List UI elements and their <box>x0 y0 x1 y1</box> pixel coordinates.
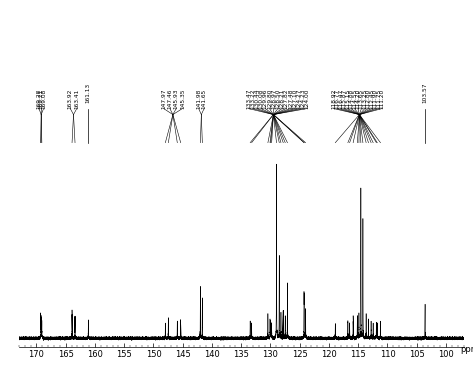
Text: 169.28: 169.28 <box>36 88 42 108</box>
Text: 128.97: 128.97 <box>271 88 276 108</box>
Text: 161.13: 161.13 <box>86 82 91 103</box>
Text: 127.10: 127.10 <box>292 88 297 108</box>
Text: 118.92: 118.92 <box>331 88 336 108</box>
Text: 114.55: 114.55 <box>352 88 357 108</box>
Text: ppm: ppm <box>461 345 473 354</box>
Text: 145.35: 145.35 <box>180 88 185 108</box>
Text: 147.97: 147.97 <box>161 88 166 108</box>
Text: 124.23: 124.23 <box>301 88 306 108</box>
Text: 113.25: 113.25 <box>362 88 368 108</box>
Text: 116.47: 116.47 <box>338 88 343 108</box>
Text: 129.80: 129.80 <box>267 88 272 108</box>
Text: 145.93: 145.93 <box>174 88 179 108</box>
Text: 163.41: 163.41 <box>74 88 79 108</box>
Text: 169.08: 169.08 <box>41 88 46 108</box>
Text: 114.88: 114.88 <box>349 88 353 108</box>
Text: 116.77: 116.77 <box>334 88 340 108</box>
Text: 111.90: 111.90 <box>373 88 378 108</box>
Text: 130.08: 130.08 <box>259 88 263 108</box>
Text: 124.00: 124.00 <box>305 88 310 108</box>
Text: 113.65: 113.65 <box>359 88 364 108</box>
Text: 128.21: 128.21 <box>280 88 285 108</box>
Text: 103.57: 103.57 <box>422 82 428 103</box>
Text: 127.82: 127.82 <box>284 88 289 108</box>
Text: 115.87: 115.87 <box>342 88 347 108</box>
Text: 124.27: 124.27 <box>297 88 301 108</box>
Text: 129.96: 129.96 <box>263 88 268 108</box>
Text: 141.65: 141.65 <box>201 88 207 108</box>
Text: 141.98: 141.98 <box>196 88 201 108</box>
Text: 128.50: 128.50 <box>275 88 280 108</box>
Text: 169.21: 169.21 <box>39 88 44 108</box>
Text: 111.75: 111.75 <box>376 88 381 108</box>
Text: 112.80: 112.80 <box>366 88 371 108</box>
Text: 133.47: 133.47 <box>246 88 251 108</box>
Text: 127.48: 127.48 <box>288 88 293 108</box>
Text: 130.44: 130.44 <box>254 88 259 108</box>
Text: 147.46: 147.46 <box>167 88 172 108</box>
Text: 115.15: 115.15 <box>345 88 350 108</box>
Text: 163.92: 163.92 <box>68 88 73 108</box>
Text: 112.45: 112.45 <box>369 88 374 108</box>
Text: 133.22: 133.22 <box>250 88 255 108</box>
Text: 114.20: 114.20 <box>355 88 360 108</box>
Text: 111.20: 111.20 <box>380 88 385 108</box>
